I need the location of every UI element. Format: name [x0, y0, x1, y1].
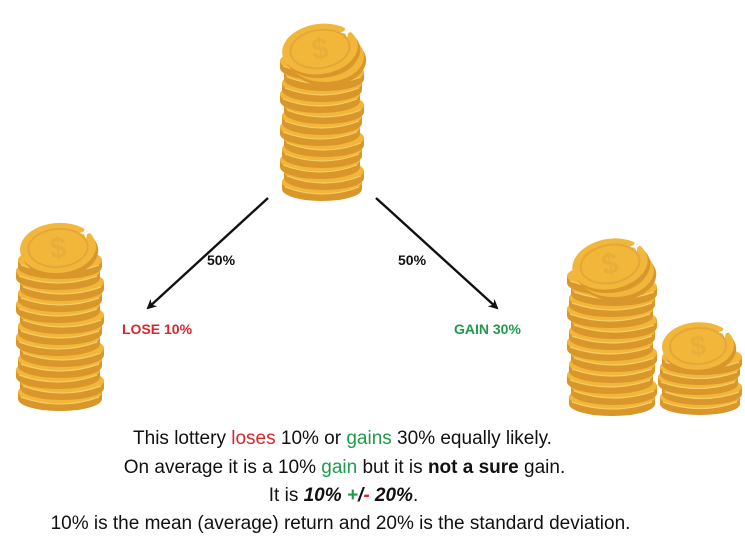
- caption-2-text-a: On average it is a 10%: [123, 457, 322, 478]
- svg-text:$: $: [689, 330, 707, 362]
- caption-line-2: On average it is a 10% gain but it is no…: [0, 457, 717, 479]
- caption-2-text-c: gain.: [518, 457, 566, 478]
- caption-1-text-c: 30% equally likely.: [391, 428, 552, 449]
- sparkle-icon: [79, 226, 92, 239]
- dollar-coin-icon: $: [572, 238, 651, 294]
- arrow-right-icon: [375, 197, 499, 310]
- coin-stack-right-small-icon: $: [658, 322, 742, 415]
- caption-line-4: 10% is the mean (average) return and 20%…: [50, 513, 631, 534]
- coin-stack-top-icon: $$: [280, 23, 367, 201]
- caption-3-text-end: .: [412, 485, 419, 506]
- arrow-left-icon: [146, 197, 269, 310]
- caption-line-1: This lottery loses 10% or gains 30% equa…: [0, 428, 715, 450]
- caption-1-text-b: 10% or: [275, 428, 347, 449]
- caption-not-sure-words: not a sure: [427, 457, 519, 478]
- caption-loses-word: loses: [231, 428, 276, 449]
- caption-slash-sign: /: [358, 485, 364, 506]
- right-probability-label: 50%: [398, 252, 427, 268]
- caption-line-3: It is 10% +/- 20%.: [0, 485, 716, 507]
- coin-stack-left-icon: $: [16, 222, 104, 411]
- sparkle-icon: [718, 326, 731, 338]
- caption-sd-value: 20%: [374, 485, 413, 506]
- svg-text:$: $: [310, 32, 331, 67]
- caption-plus-sign: +: [346, 485, 359, 506]
- caption-mean-value: 10%: [303, 485, 342, 506]
- coin-stack-right-icon: $$: [567, 238, 657, 416]
- caption-2-text-b: but it is: [357, 457, 428, 478]
- caption-3-text-a: It is: [268, 485, 304, 506]
- left-probability-label: 50%: [207, 252, 236, 268]
- lose-outcome-label: LOSE 10%: [122, 321, 193, 337]
- caption-gains-word: gains: [346, 428, 392, 449]
- svg-text:$: $: [599, 247, 621, 282]
- caption-1-text-a: This lottery: [133, 428, 232, 449]
- sparkle-icon: [340, 25, 353, 38]
- caption-gain-word: gain: [321, 457, 358, 478]
- svg-text:$: $: [49, 231, 68, 265]
- gain-outcome-label: GAIN 30%: [454, 321, 521, 337]
- dollar-coin-icon: $: [282, 23, 361, 79]
- sparkle-icon: [629, 240, 642, 252]
- dollar-coin-icon: $: [20, 222, 99, 278]
- dollar-coin-icon: $: [662, 322, 737, 374]
- caption-minus-sign: -: [363, 485, 370, 506]
